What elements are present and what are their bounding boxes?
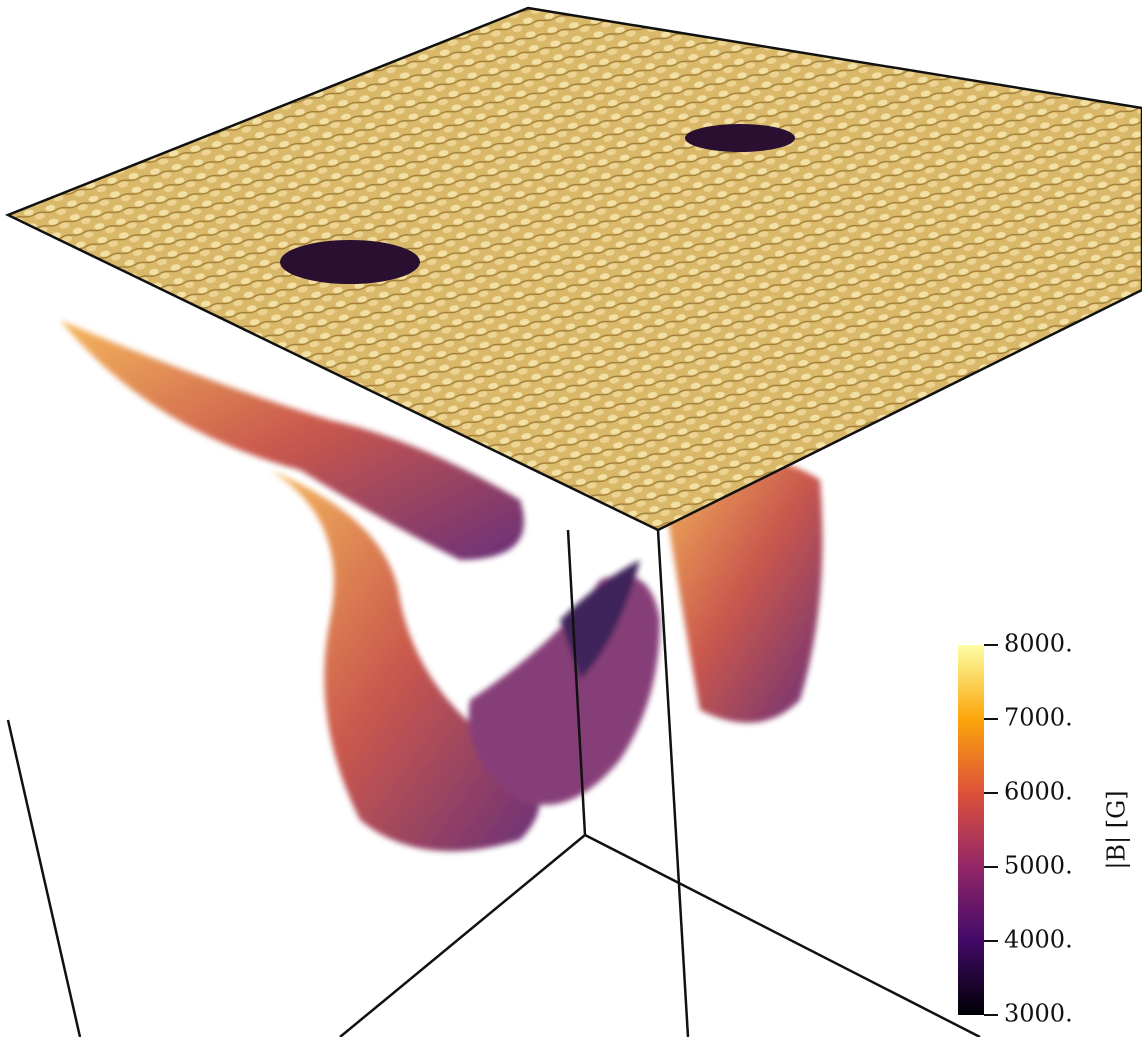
colorbar-tick-label: 6000. (1004, 778, 1073, 806)
sunspot (280, 240, 420, 284)
colorbar-tick-label: 7000. (1004, 704, 1073, 732)
box-edges (6, 529, 981, 1037)
sunspot (685, 124, 795, 152)
colorbar-tick-label: 3000. (1004, 1000, 1073, 1028)
colorbar-label: |B| [G] (1103, 790, 1132, 869)
colorbar (958, 645, 984, 1015)
magnetic-volume (60, 320, 823, 852)
colorbar-tick-label: 4000. (1004, 926, 1073, 954)
top-face (4, 6, 1142, 532)
colorbar-tick-label: 5000. (1004, 852, 1073, 880)
colorbar-tick-label: 8000. (1004, 630, 1073, 658)
